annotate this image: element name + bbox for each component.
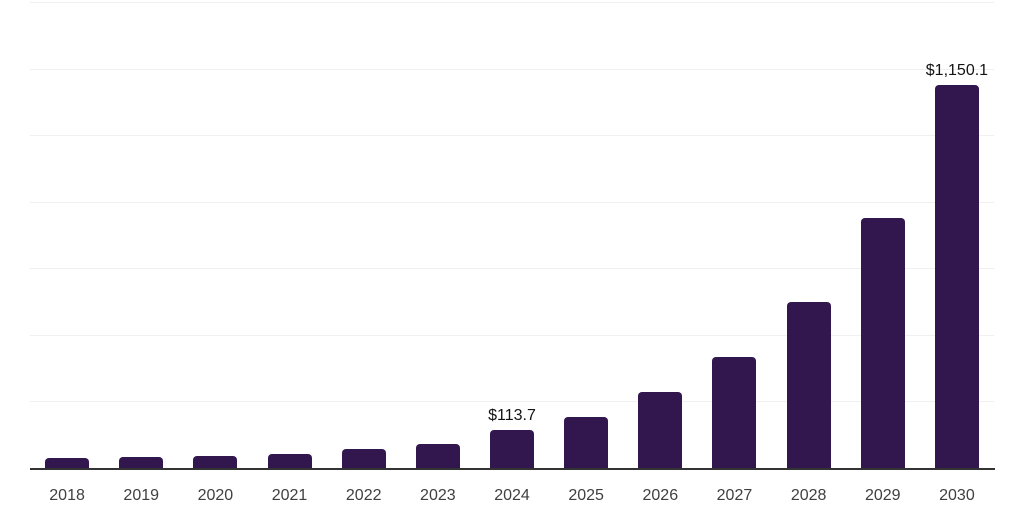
bar-2022 <box>341 449 386 468</box>
x-tick-2020: 2020 <box>197 487 234 504</box>
x-tick-2026: 2026 <box>642 487 679 504</box>
gridline <box>30 268 994 270</box>
bar-2028 <box>786 302 831 468</box>
gridline <box>30 201 994 203</box>
bar-2030 <box>934 85 979 468</box>
bar-2026 <box>638 392 683 468</box>
bar-2025 <box>564 416 609 468</box>
bar-2024 <box>490 430 534 468</box>
x-tick-2019: 2019 <box>123 487 160 504</box>
x-tick-2028: 2028 <box>790 487 827 504</box>
x-tick-2029: 2029 <box>864 487 901 504</box>
value-label-2030: $1,150.1 <box>925 62 989 80</box>
gridline <box>30 2 994 3</box>
x-tick-2018: 2018 <box>49 487 85 504</box>
bar-2018 <box>45 458 90 468</box>
x-tick-2030: 2030 <box>939 487 975 504</box>
gridline <box>30 135 994 137</box>
gridline <box>30 334 994 336</box>
x-tick-2022: 2022 <box>345 487 382 504</box>
x-tick-2027: 2027 <box>716 487 753 504</box>
bar-2029 <box>860 218 905 468</box>
x-axis-line <box>30 468 995 470</box>
x-tick-2023: 2023 <box>420 487 456 504</box>
bar-2027 <box>712 356 757 468</box>
bar-2021 <box>267 453 312 468</box>
value-label-2024: $113.7 <box>488 407 536 425</box>
x-tick-2025: 2025 <box>568 487 604 504</box>
bar-2019 <box>119 456 164 468</box>
x-tick-2024: 2024 <box>494 487 530 504</box>
x-tick-2021: 2021 <box>271 487 308 504</box>
bar-2020 <box>193 456 238 468</box>
bar-2023 <box>415 444 460 468</box>
gridline <box>30 401 994 403</box>
gridline <box>30 68 994 70</box>
